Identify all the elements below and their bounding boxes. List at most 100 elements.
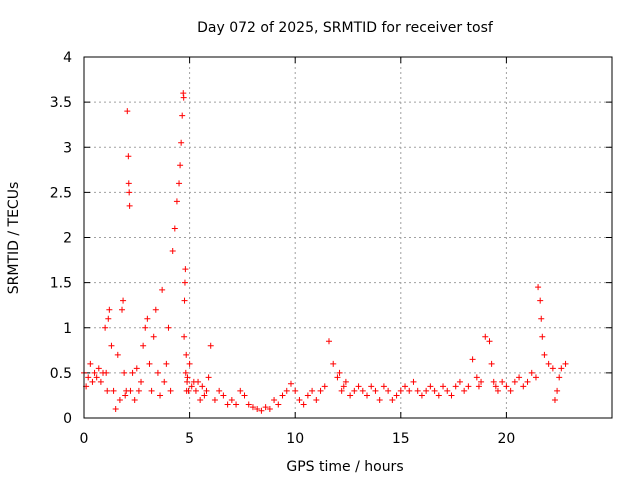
data-point xyxy=(503,383,510,390)
data-point xyxy=(562,360,569,367)
data-point xyxy=(342,378,349,385)
data-point xyxy=(475,383,482,390)
data-point xyxy=(97,378,104,385)
data-point xyxy=(216,387,223,394)
data-point xyxy=(186,360,193,367)
axis-ticks xyxy=(83,56,612,419)
y-tick-label: 0 xyxy=(63,411,72,427)
data-point xyxy=(95,365,102,372)
data-point xyxy=(181,297,188,304)
y-tick-label: 3.5 xyxy=(50,95,72,111)
data-point xyxy=(313,396,320,403)
data-point xyxy=(452,383,459,390)
data-point xyxy=(197,396,204,403)
data-point xyxy=(427,383,434,390)
data-point xyxy=(545,360,552,367)
data-point xyxy=(119,306,126,313)
data-point xyxy=(376,396,383,403)
data-point xyxy=(507,387,514,394)
data-point xyxy=(448,392,455,399)
data-point xyxy=(106,306,113,313)
data-point xyxy=(492,383,499,390)
data-point xyxy=(351,387,358,394)
data-point xyxy=(154,369,161,376)
data-point xyxy=(461,387,468,394)
data-point xyxy=(511,378,518,385)
data-point xyxy=(126,189,133,196)
data-point xyxy=(85,374,92,381)
data-point xyxy=(121,369,128,376)
data-point xyxy=(355,383,362,390)
data-point xyxy=(224,401,231,408)
data-point xyxy=(108,342,115,349)
data-point xyxy=(488,360,495,367)
data-point xyxy=(524,378,531,385)
x-tick-label: 5 xyxy=(185,431,194,447)
data-point xyxy=(296,396,303,403)
data-point xyxy=(334,374,341,381)
data-point xyxy=(220,392,227,399)
data-point xyxy=(473,374,480,381)
data-point xyxy=(538,315,545,322)
data-point xyxy=(181,279,188,286)
data-point xyxy=(338,387,345,394)
x-axis-label: GPS time / hours xyxy=(286,459,403,475)
data-point xyxy=(178,139,185,146)
data-point xyxy=(532,374,539,381)
data-point xyxy=(201,392,208,399)
data-point xyxy=(148,387,155,394)
y-tick-label: 1.5 xyxy=(50,276,72,292)
data-point xyxy=(554,387,561,394)
data-point xyxy=(456,378,463,385)
y-tick-label: 4 xyxy=(63,50,72,66)
data-point xyxy=(135,387,142,394)
data-point xyxy=(125,180,132,187)
data-point xyxy=(254,405,261,412)
data-point xyxy=(431,387,438,394)
data-point xyxy=(549,365,556,372)
data-point xyxy=(469,356,476,363)
data-point xyxy=(406,387,413,394)
data-point xyxy=(237,387,244,394)
data-point xyxy=(104,387,111,394)
data-point xyxy=(372,387,379,394)
data-point xyxy=(478,378,485,385)
data-point xyxy=(161,378,168,385)
x-tick-label: 0 xyxy=(80,431,89,447)
data-point xyxy=(163,360,170,367)
data-point xyxy=(304,392,311,399)
data-point xyxy=(336,369,343,376)
data-point xyxy=(537,297,544,304)
y-axis-label: SRMTID / TECUs xyxy=(6,182,22,295)
data-point xyxy=(283,387,290,394)
data-point xyxy=(181,333,188,340)
data-point xyxy=(165,324,172,331)
data-point xyxy=(309,387,316,394)
data-point xyxy=(300,401,307,408)
data-point xyxy=(89,378,96,385)
y-tick-label: 3 xyxy=(63,140,72,156)
data-point xyxy=(122,392,129,399)
data-point xyxy=(138,378,145,385)
data-point xyxy=(410,378,417,385)
data-point xyxy=(146,360,153,367)
data-point xyxy=(167,387,174,394)
data-point xyxy=(103,369,110,376)
data-point xyxy=(556,374,563,381)
data-point xyxy=(368,383,375,390)
x-tick-label: 15 xyxy=(392,431,410,447)
data-point xyxy=(211,396,218,403)
data-point xyxy=(105,315,112,322)
data-point xyxy=(116,396,123,403)
data-point xyxy=(266,405,273,412)
data-point xyxy=(414,387,421,394)
data-point xyxy=(169,248,176,255)
data-point xyxy=(528,369,535,376)
data-point xyxy=(199,383,206,390)
data-point xyxy=(279,392,286,399)
data-point xyxy=(205,374,212,381)
data-point xyxy=(112,405,119,412)
data-point xyxy=(444,387,451,394)
